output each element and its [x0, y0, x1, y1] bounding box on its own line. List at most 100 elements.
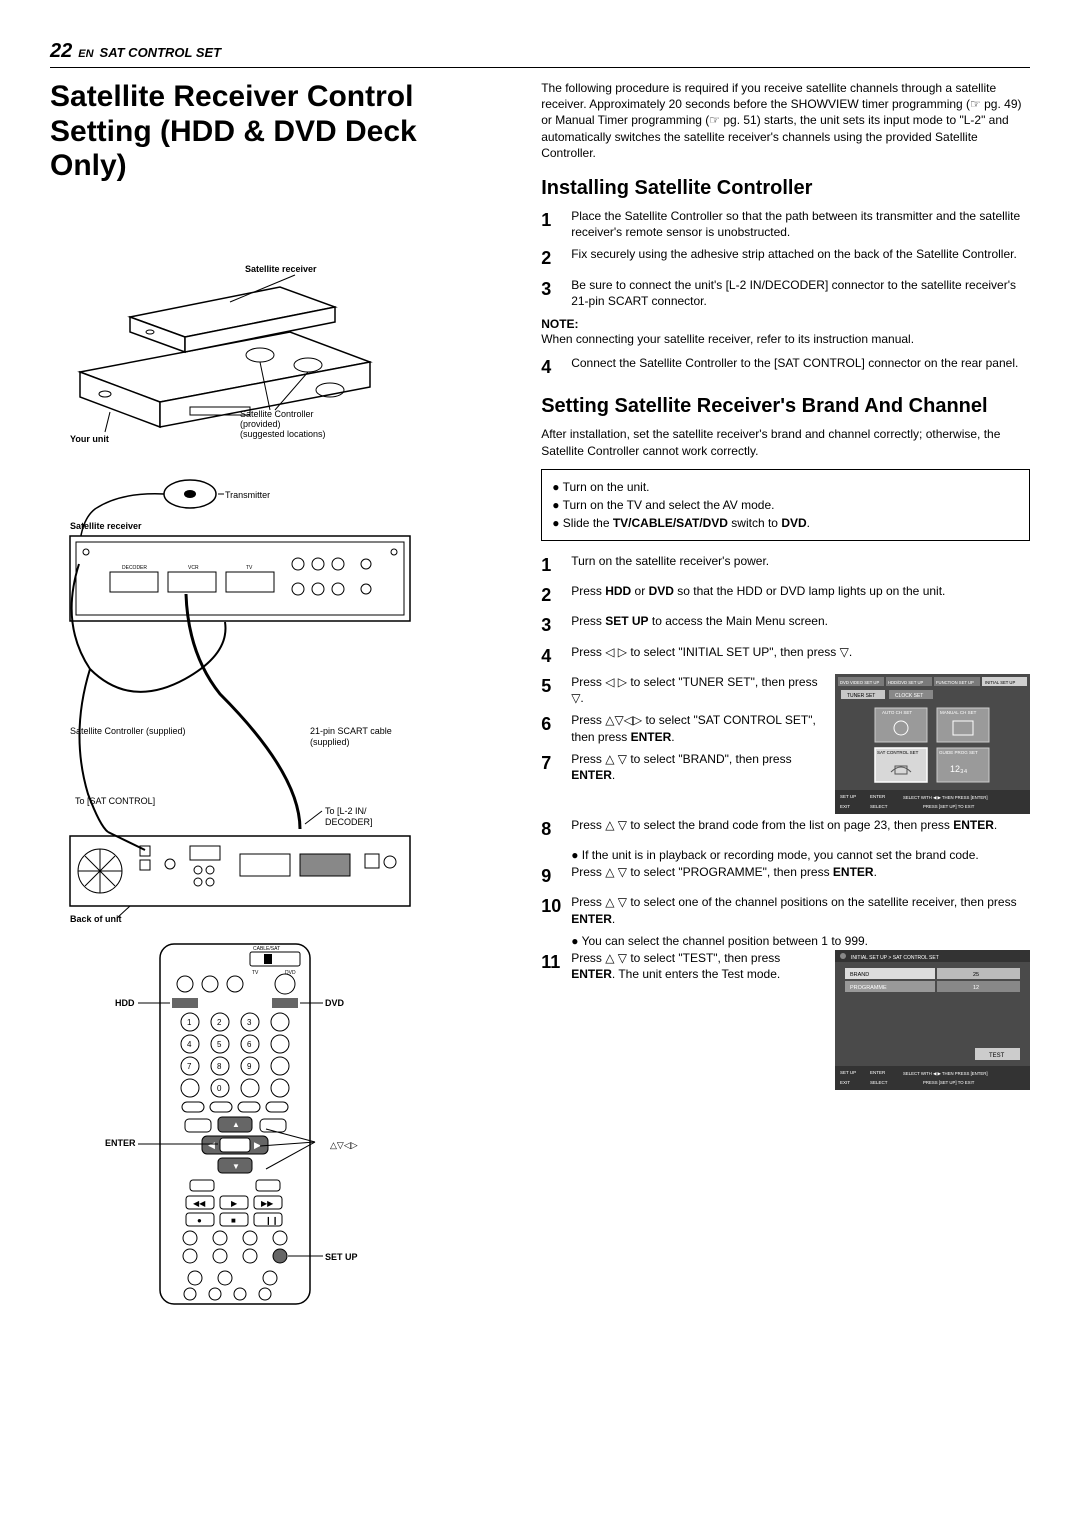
s1-step3: Be sure to connect the unit's [L-2 IN/DE…	[571, 277, 1030, 309]
s2-step7: Press △ ▽ to select "BRAND", then press …	[571, 751, 825, 783]
svg-text:GUIDE PROG SET: GUIDE PROG SET	[939, 750, 978, 755]
svg-text:VCR: VCR	[188, 565, 199, 571]
s1-step4: Connect the Satellite Controller to the …	[571, 355, 1030, 379]
prep-box: Turn on the unit. Turn on the TV and sel…	[541, 469, 1030, 541]
svg-text:▼: ▼	[232, 1162, 240, 1171]
s2-step1: Turn on the satellite receiver's power.	[571, 553, 1030, 577]
s2-step10-bullet: You can select the channel position betw…	[571, 933, 1030, 950]
s2-step3: Press SET UP to access the Main Menu scr…	[571, 613, 1030, 637]
svg-text:SELECT WITH ◀ ▶ THEN PRESS [EN: SELECT WITH ◀ ▶ THEN PRESS [ENTER]	[903, 795, 988, 800]
to-sat-control-label: To [SAT CONTROL]	[75, 796, 155, 806]
svg-text:TUNER SET: TUNER SET	[847, 693, 875, 699]
svg-text:HDD/DVD SET UP: HDD/DVD SET UP	[888, 680, 923, 685]
prep-line-3: Slide the TV/CABLE/SAT/DVD switch to DVD…	[552, 514, 1019, 532]
svg-text:PRESS [SET UP] TO EXIT: PRESS [SET UP] TO EXIT	[923, 804, 975, 809]
svg-text:4: 4	[187, 1040, 192, 1049]
remote-arrows-label: △▽◁▷	[330, 1140, 358, 1150]
svg-text:2: 2	[217, 1018, 222, 1027]
s2-step8-bullet: If the unit is in playback or recording …	[571, 847, 1030, 864]
svg-text:9: 9	[247, 1062, 252, 1071]
svg-text:TV: TV	[246, 565, 253, 571]
svg-text:CABLE/SAT: CABLE/SAT	[253, 946, 280, 952]
svg-text:(supplied): (supplied)	[310, 737, 350, 747]
prep-line-2: Turn on the TV and select the AV mode.	[552, 496, 1019, 514]
s1-step1: Place the Satellite Controller so that t…	[571, 208, 1030, 240]
svg-text:TEST: TEST	[989, 1053, 1005, 1059]
svg-text:▶: ▶	[254, 1140, 261, 1150]
svg-text:▲: ▲	[232, 1120, 240, 1129]
svg-text:12: 12	[973, 985, 979, 991]
sat-controller-label: Satellite Controller	[240, 409, 314, 419]
svg-text:▶: ▶	[231, 1199, 238, 1208]
s2-step11: Press △ ▽ to select "TEST", then press E…	[571, 950, 825, 982]
svg-text:SELECT WITH ◀ ▶ THEN PRESS [EN: SELECT WITH ◀ ▶ THEN PRESS [ENTER]	[903, 1071, 988, 1076]
section2-heading: Setting Satellite Receiver's Brand And C…	[541, 395, 1030, 418]
svg-text:■: ■	[231, 1216, 236, 1225]
menu-screen-2: INITIAL SET UP > SAT CONTROL SET BRAND 2…	[835, 950, 1030, 1093]
svg-text:PROGRAMME: PROGRAMME	[850, 985, 887, 991]
svg-text:FUNCTION SET UP: FUNCTION SET UP	[936, 680, 974, 685]
to-l2-label: To [L-2 IN/	[325, 806, 367, 816]
back-of-unit-label: Back of unit	[70, 914, 122, 924]
main-title: Satellite Receiver Control Setting (HDD …	[50, 80, 501, 184]
iso-diagram: Satellite receiver Your unit Satellite C…	[50, 202, 501, 462]
section1-steps: 1Place the Satellite Controller so that …	[541, 208, 1030, 309]
svg-text:DVD VIDEO SET UP: DVD VIDEO SET UP	[840, 680, 879, 685]
remote-dvd-label: DVD	[325, 998, 345, 1008]
s2-step10: Press △ ▽ to select one of the channel p…	[571, 894, 1030, 926]
transmitter-label: Transmitter	[225, 490, 270, 500]
svg-text:SELECT: SELECT	[870, 1080, 888, 1085]
svg-text:DECODER: DECODER	[122, 565, 147, 571]
svg-text:0: 0	[217, 1084, 222, 1093]
svg-text:3: 3	[247, 1018, 252, 1027]
svg-text:EXIT: EXIT	[840, 1080, 850, 1085]
page-lang: EN	[78, 48, 93, 60]
svg-text:SET UP: SET UP	[840, 794, 856, 799]
svg-text:●: ●	[197, 1216, 202, 1225]
svg-text:BRAND: BRAND	[850, 972, 869, 978]
your-unit-label: Your unit	[70, 434, 109, 444]
svg-text:7: 7	[187, 1062, 192, 1071]
page-header: 22 EN SAT CONTROL SET	[50, 40, 1030, 68]
svg-text:8: 8	[217, 1062, 222, 1071]
svg-text:PRESS [SET UP] TO EXIT: PRESS [SET UP] TO EXIT	[923, 1080, 975, 1085]
remote-control-diagram: CABLE/SAT TV DVD 1 2 3	[160, 944, 310, 1304]
s2-step6: Press △▽◁▷ to select "SAT CONTROL SET", …	[571, 712, 825, 744]
section1-heading: Installing Satellite Controller	[541, 177, 1030, 200]
svg-text:ENTER: ENTER	[870, 1070, 886, 1075]
svg-text:CLOCK SET: CLOCK SET	[895, 693, 923, 699]
scart-cable-label: 21-pin SCART cable	[310, 726, 392, 736]
svg-text:5: 5	[217, 1040, 222, 1049]
page-section-title: SAT CONTROL SET	[100, 45, 222, 60]
section2-intro: After installation, set the satellite re…	[541, 426, 1030, 458]
svg-text:❙❙: ❙❙	[265, 1216, 278, 1225]
page-number: 22	[50, 40, 72, 63]
s1-step2: Fix securely using the adhesive strip at…	[571, 246, 1030, 270]
svg-text:1: 1	[187, 1018, 192, 1027]
svg-text:DECODER]: DECODER]	[325, 817, 373, 827]
note-text: When connecting your satellite receiver,…	[541, 331, 1030, 347]
remote-setup-label: SET UP	[325, 1252, 358, 1262]
svg-text:12₃₄: 12₃₄	[950, 764, 968, 774]
svg-text:25: 25	[973, 972, 979, 978]
svg-text:◀: ◀	[208, 1140, 215, 1150]
svg-text:INITIAL SET UP > SAT CONTROL S: INITIAL SET UP > SAT CONTROL SET	[851, 955, 939, 961]
sat-receiver-mid-label: Satellite receiver	[70, 521, 142, 531]
svg-text:TV: TV	[252, 970, 259, 976]
svg-text:6: 6	[247, 1040, 252, 1049]
svg-text:INITIAL SET UP: INITIAL SET UP	[985, 680, 1015, 685]
svg-text:(suggested locations): (suggested locations)	[240, 429, 326, 439]
svg-text:MANUAL CH SET: MANUAL CH SET	[940, 710, 977, 715]
wiring-diagram: Transmitter Satellite receiver DECODER V…	[50, 474, 501, 1314]
sat-controller-supplied-label: Satellite Controller (supplied)	[70, 726, 186, 736]
prep-line-1: Turn on the unit.	[552, 478, 1019, 496]
svg-text:EXIT: EXIT	[840, 804, 850, 809]
s2-step5: Press ◁ ▷ to select "TUNER SET", then pr…	[571, 674, 825, 706]
intro-paragraph: The following procedure is required if y…	[541, 80, 1030, 161]
svg-text:▶▶: ▶▶	[261, 1199, 274, 1208]
svg-text:◀◀: ◀◀	[193, 1199, 206, 1208]
svg-text:ENTER: ENTER	[870, 794, 886, 799]
note-label: NOTE:	[541, 317, 1030, 331]
svg-text:AUTO CH SET: AUTO CH SET	[882, 710, 912, 715]
remote-hdd-label: HDD	[115, 998, 135, 1008]
